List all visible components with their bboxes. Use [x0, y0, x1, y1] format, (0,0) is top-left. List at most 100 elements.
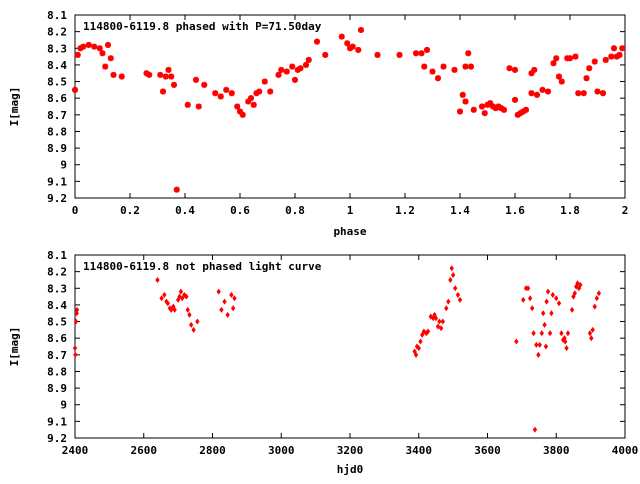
phased-data-point — [418, 50, 425, 57]
phased-data-point — [173, 186, 180, 193]
unphased-y-tick-label: 8.3 — [47, 282, 67, 295]
phased-data-point — [575, 90, 582, 97]
phased-data-point — [523, 106, 529, 113]
phased-data-point — [165, 66, 172, 73]
phased-data-point — [421, 63, 428, 70]
unphased-data-point — [531, 330, 536, 337]
phased-data-point — [558, 78, 565, 85]
unphased-data-point — [534, 341, 539, 348]
phased-x-tick-label: 0.2 — [120, 204, 140, 217]
unphased-data-point — [592, 303, 597, 310]
phased-y-tick-label: 8.3 — [47, 42, 67, 55]
phased-data-point — [344, 40, 351, 47]
unphased-data-point — [428, 313, 433, 320]
unphased-y-tick-label: 9 — [60, 399, 67, 412]
phased-y-tick-label: 8.6 — [47, 92, 67, 105]
phased-data-point — [338, 33, 345, 40]
phased-data-point — [583, 75, 590, 82]
unphased-data-point — [550, 291, 555, 298]
unphased-data-point — [530, 305, 535, 312]
unphased-data-point — [543, 343, 549, 350]
unphased-y-tick-label: 8.4 — [47, 299, 67, 312]
unphased-data-point — [191, 326, 196, 333]
phased-x-tick-label: 1.8 — [560, 204, 580, 217]
unphased-data-point — [413, 351, 419, 358]
unphased-data-point — [556, 300, 562, 307]
unphased-y-tick-label: 8.6 — [47, 332, 67, 345]
unphased-data-point — [578, 281, 583, 288]
unphased-y-tick-label: 8.9 — [47, 382, 67, 395]
phased-data-point — [267, 88, 274, 95]
phased-data-point — [349, 43, 356, 50]
phased-data-point — [619, 45, 626, 52]
phased-data-point — [289, 63, 296, 70]
unphased-data-point — [185, 306, 190, 313]
phased-y-tick-label: 8.2 — [47, 26, 67, 39]
phased-light-curve-panel: 0 0.2 0.4 0.6 0.8 1 1.2 1.4 1.6 1.8 2 8.1 8.2 8.3 8.4 8… — [8, 9, 628, 238]
phased-data-point — [292, 76, 298, 83]
phased-data-point — [234, 103, 241, 110]
phased-data-point — [512, 96, 518, 103]
unphased-data-point — [418, 338, 423, 345]
unphased-data-point — [587, 330, 593, 337]
unphased-data-point — [547, 330, 553, 337]
unphased-y-tick-label: 8.2 — [47, 266, 67, 279]
unphased-data-point — [554, 295, 559, 302]
unphased-data-point — [230, 305, 236, 312]
unphased-x-tick-label: 4000 — [612, 444, 639, 457]
phased-x-tick-label: 1 — [347, 204, 354, 217]
phased-data-point — [479, 103, 485, 110]
phased-data-point — [396, 51, 403, 58]
phased-data-point — [429, 68, 436, 75]
unphased-data-point — [453, 285, 458, 292]
unphased-data-point — [596, 290, 602, 297]
phased-data-point — [283, 68, 290, 75]
phased-data-point — [256, 88, 263, 95]
phased-data-point — [611, 45, 617, 52]
unphased-data-point — [541, 310, 546, 317]
unphased-data-point — [549, 310, 554, 317]
phased-data-point — [228, 90, 235, 97]
unphased-data-point — [525, 285, 531, 292]
phased-data-point — [539, 86, 546, 93]
phased-data-point — [550, 60, 557, 67]
phased-chart-title: 114800-6119.8 phased with P=71.50day — [83, 20, 322, 33]
phased-data-point — [567, 55, 573, 62]
phased-data-point — [462, 63, 469, 70]
phased-data-point — [160, 88, 166, 95]
phased-data-point — [110, 71, 117, 78]
phased-data-point — [212, 90, 219, 97]
unphased-data-point — [537, 341, 542, 348]
phased-y-tick-label: 8.4 — [47, 59, 67, 72]
unphased-x-tick-label: 3600 — [474, 444, 501, 457]
phased-data-point — [99, 50, 106, 57]
phased-data-point — [608, 53, 615, 60]
unphased-data-point — [189, 321, 194, 328]
phased-x-tick-label: 1.2 — [395, 204, 415, 217]
phased-data-point — [118, 73, 125, 80]
phased-data-point — [168, 73, 175, 80]
phased-y-tick-label: 9 — [60, 159, 67, 172]
unphased-y-tick-label: 9.2 — [47, 432, 67, 445]
phased-data-point — [305, 56, 312, 63]
unphased-data-point — [440, 318, 445, 325]
phased-data-point — [459, 91, 466, 98]
phased-data-point — [303, 61, 309, 68]
phased-data-point — [80, 43, 87, 50]
unphased-y-tick-label: 9.1 — [47, 415, 67, 428]
unphased-data-point — [544, 298, 549, 305]
phased-x-tick-label: 0.6 — [230, 204, 250, 217]
phased-x-axis-label: phase — [333, 225, 366, 238]
phased-data-point — [184, 101, 191, 108]
unphased-data-point — [162, 291, 167, 298]
unphased-x-tick-label: 3800 — [543, 444, 570, 457]
unphased-data-point — [178, 288, 184, 295]
unphased-data-point — [180, 295, 185, 302]
unphased-data-point — [559, 330, 564, 337]
unphased-x-tick-label: 3400 — [406, 444, 433, 457]
unphased-data-point — [159, 295, 164, 302]
unphased-light-curve-panel: 2400 2600 2800 3000 3200 3400 3600 3800 4000 8.1 8… — [8, 249, 638, 476]
phased-data-point — [468, 63, 474, 70]
unphased-data-point — [446, 298, 451, 305]
unphased-data-point — [155, 276, 160, 283]
